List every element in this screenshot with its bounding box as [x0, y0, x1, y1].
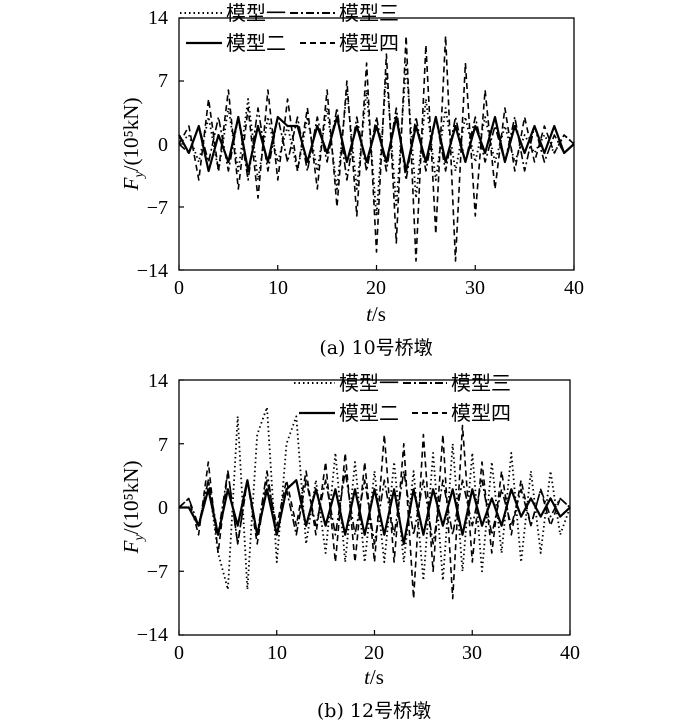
plot-area-b [178, 379, 571, 636]
x-tick-label: 10 [267, 642, 287, 664]
x-tick-label: 40 [560, 642, 580, 664]
y-tick-label: −7 [147, 561, 168, 583]
y-axis-label-a: Fy/(10⁵kN) [119, 98, 147, 192]
legend-label: 模型一 [226, 1, 286, 25]
legend-entry: 模型一 [294, 371, 399, 395]
y-tick-label: 0 [158, 134, 168, 156]
series-line-a-4 [178, 35, 575, 262]
panel-b: 14 7 0 −7 −14 0 10 20 30 40 t/s Fy/(10⁵k… [119, 370, 580, 722]
legend-label: 模型四 [339, 31, 399, 55]
x-tick-label: 20 [364, 642, 384, 664]
x-tick-label: 40 [564, 277, 584, 299]
legend-entry: 模型四 [412, 401, 511, 425]
y-tick-label: 7 [158, 434, 168, 456]
legend-b: 模型一 模型三 模型二 模型四 [294, 371, 511, 425]
legend-label: 模型二 [226, 31, 286, 55]
x-axis-label-a: t/s [366, 302, 386, 326]
legend-entry: 模型二 [299, 401, 399, 425]
y-tick-label: 0 [158, 497, 168, 519]
x-tick-label: 30 [465, 277, 485, 299]
x-tick-label: 0 [174, 642, 184, 664]
plot-area-a [178, 17, 575, 271]
legend-entry: 模型四 [300, 31, 399, 55]
legend-entry: 模型三 [290, 1, 399, 25]
y-tick-label: 14 [148, 370, 168, 392]
legend-entry: 模型三 [403, 371, 511, 395]
plot-frame-a [178, 17, 575, 271]
y-tick-label: −14 [137, 260, 168, 282]
legend-entry: 模型二 [186, 31, 286, 55]
legend-label: 模型三 [339, 1, 399, 25]
caption-a: (a) 10号桥墩 [319, 337, 432, 359]
legend-label: 模型二 [339, 401, 399, 425]
series-line-b-4 [178, 424, 571, 600]
legend-label: 模型一 [339, 371, 399, 395]
y-tick-label: −7 [147, 197, 168, 219]
legend-a: 模型一 模型三 模型二 模型四 [180, 1, 399, 55]
y-tick-label: −14 [137, 624, 168, 646]
series-line-a-1 [178, 62, 575, 217]
y-axis-label-b: Fy/(10⁵kN) [119, 461, 147, 555]
panel-a: 14 7 0 −7 −14 0 10 20 30 40 t/s Fy/(10⁵k… [119, 1, 584, 359]
x-tick-label: 10 [268, 277, 288, 299]
caption-b: (b) 12号桥墩 [317, 700, 431, 722]
series-line-a-3 [178, 115, 575, 173]
legend-entry: 模型一 [180, 1, 286, 25]
y-tick-label: 14 [148, 7, 168, 29]
series-line-b-1 [179, 406, 571, 591]
legend-label: 模型四 [451, 401, 511, 425]
x-axis-label-b: t/s [364, 665, 384, 689]
y-tick-label: 7 [158, 70, 168, 92]
x-tick-label: 20 [366, 277, 386, 299]
x-tick-label: 0 [174, 277, 184, 299]
series-line-b-3 [179, 479, 571, 545]
legend-label: 模型三 [451, 371, 511, 395]
x-tick-label: 30 [462, 642, 482, 664]
